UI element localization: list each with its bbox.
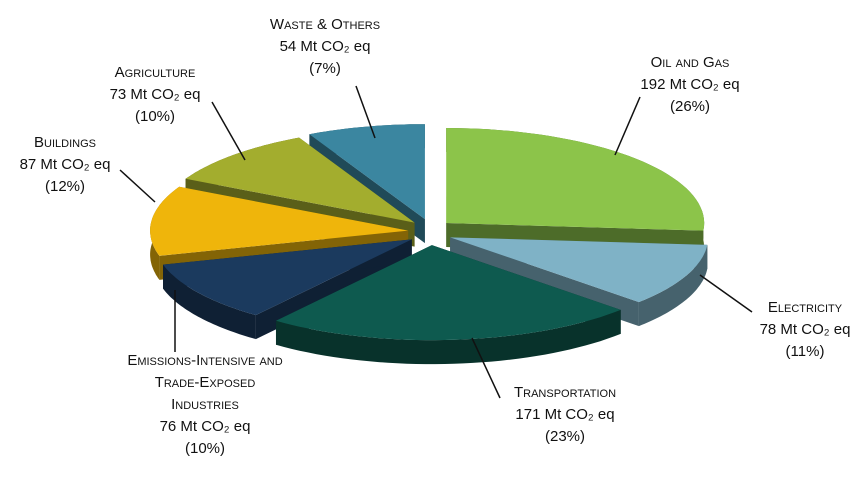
category-label: Oil and Gas — [650, 54, 730, 71]
value-label: 171 Mt CO₂ eq — [515, 406, 615, 423]
category-label: Transportation — [513, 384, 617, 401]
percentage-label: (11%) — [785, 343, 825, 360]
leader-line — [614, 96, 641, 156]
category-label: Buildings — [34, 134, 96, 151]
slice-label: Transportation 171 Mt CO₂ eq (23%) — [485, 382, 645, 448]
value-label: 76 Mt CO₂ eq — [159, 418, 251, 435]
category-label: Agriculture — [114, 64, 196, 81]
leader-line — [471, 337, 501, 399]
slice-label: Oil and Gas 192 Mt CO₂ eq (26%) — [610, 52, 770, 118]
slice — [150, 186, 409, 256]
percentage-label: (12%) — [44, 178, 85, 195]
value-label: 78 Mt CO₂ eq — [759, 321, 851, 338]
slice-label: Waste & Others 54 Mt CO₂ eq (7%) — [250, 14, 400, 80]
leader-line — [119, 169, 156, 203]
slice-side — [163, 264, 256, 340]
category-label: Emissions-Intensive and Trade-Exposed In… — [127, 352, 283, 413]
slice — [185, 137, 415, 223]
value-label: 192 Mt CO₂ eq — [640, 76, 740, 93]
slice-side — [638, 244, 708, 327]
percentage-label: (7%) — [309, 60, 341, 77]
slice-label: Agriculture 73 Mt CO₂ eq (10%) — [85, 62, 225, 128]
value-label: 73 Mt CO₂ eq — [109, 86, 201, 103]
category-label: Electricity — [767, 299, 843, 316]
slice — [163, 239, 412, 316]
leader-line — [211, 101, 246, 161]
slice-side — [276, 309, 621, 365]
leader-line — [355, 85, 376, 139]
slice — [446, 128, 705, 231]
value-label: 54 Mt CO₂ eq — [279, 38, 371, 55]
slice-label: Buildings 87 Mt CO₂ eq (12%) — [0, 132, 130, 198]
percentage-label: (10%) — [184, 440, 225, 457]
slice-label: Emissions-Intensive and Trade-Exposed In… — [120, 350, 290, 460]
percentage-label: (23%) — [544, 428, 585, 445]
leader-line — [699, 274, 753, 313]
percentage-label: (26%) — [669, 98, 710, 115]
slice-label: Electricity 78 Mt CO₂ eq (11%) — [740, 297, 865, 363]
value-label: 87 Mt CO₂ eq — [19, 156, 111, 173]
category-label: Waste & Others — [269, 16, 381, 33]
slice — [450, 237, 708, 303]
slice — [276, 245, 621, 341]
slice — [309, 124, 425, 220]
percentage-label: (10%) — [134, 108, 175, 125]
